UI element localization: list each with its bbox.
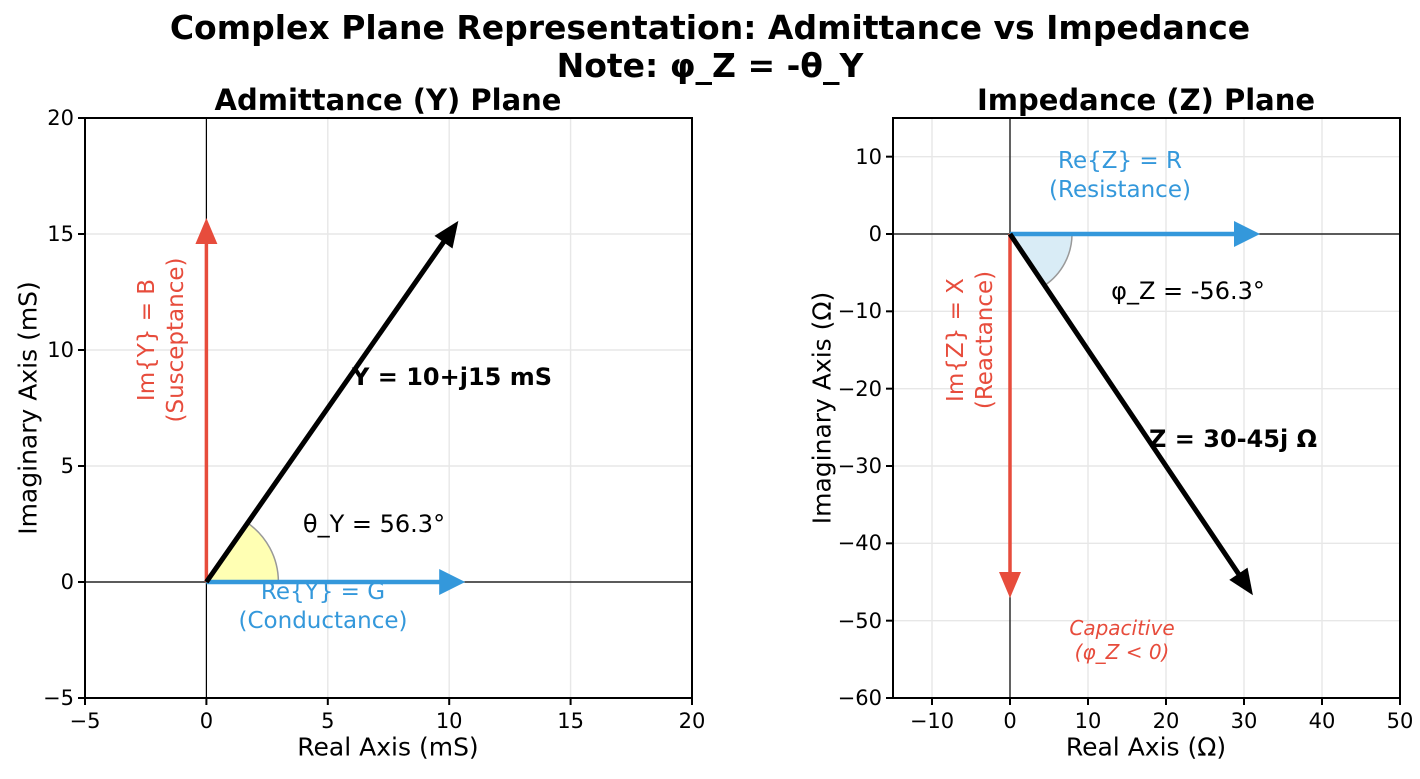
left-y-axis-label: Imaginary Axis (mS): [13, 281, 43, 535]
resistance-label: Re{Z} = R (Resistance): [1049, 147, 1191, 205]
y-tick-label: −50: [837, 608, 882, 633]
conductance-label-line2: (Conductance): [238, 608, 408, 634]
y-tick-label: 20: [47, 106, 74, 130]
x-tick-label: 20: [678, 709, 706, 733]
y-tick-label: −30: [837, 454, 882, 478]
susceptance-label-line1: Im{Y} = B: [134, 278, 160, 402]
resistance-label-line2: (Resistance): [1049, 177, 1191, 203]
y-tick-label: 10: [855, 144, 882, 169]
capacitive-note-line1: Capacitive: [1069, 616, 1175, 640]
reactance-label: Im{Z} = X (Reactance): [942, 271, 1000, 409]
x-tick-label: 10: [1074, 709, 1102, 733]
left-x-axis-label: Real Axis (mS): [297, 732, 479, 762]
y-tick-label: −5: [43, 686, 74, 710]
capacitive-note: Capacitive (φ_Z < 0): [1069, 616, 1174, 664]
theta-angle-label: θ_Y = 56.3°: [302, 510, 446, 538]
figure-title-line1: Complex Plane Representation: Admittance…: [169, 8, 1251, 47]
susceptance-label-line2: (Susceptance): [163, 257, 189, 423]
right-y-axis-label: Imaginary Axis (Ω): [807, 291, 837, 525]
y-tick-label: −20: [837, 376, 882, 401]
left-plot-title: Admittance (Y) Plane: [214, 83, 562, 117]
right-x-axis-label: Real Axis (Ω): [1065, 732, 1227, 762]
vector-G-arrowhead: [439, 569, 466, 595]
phi-angle-label: φ_Z = -56.3°: [1111, 277, 1265, 305]
vector-Y-shaft: [204, 237, 448, 584]
x-tick-label: −5: [69, 709, 101, 733]
reactance-label-line1: Im{Z} = X: [943, 278, 969, 402]
resistance-label-line1: Re{Z} = R: [1057, 148, 1182, 174]
impedance-vector-label: Z = 30-45j Ω: [1149, 425, 1317, 453]
conductance-label-line1: Re{Y} = G: [260, 579, 386, 605]
x-tick-label: 5: [321, 709, 335, 733]
x-tick-label: −10: [909, 709, 955, 733]
right-plot-title: Impedance (Z) Plane: [976, 83, 1316, 117]
plot-border: [892, 117, 1401, 699]
vector-B-arrowhead: [195, 218, 218, 244]
vector-X-arrowhead: [999, 572, 1021, 598]
y-tick-label: −40: [837, 531, 882, 556]
x-tick-label: 0: [199, 709, 214, 733]
y-tick-label: 15: [47, 222, 74, 246]
vector-Z-arrowhead: [1229, 567, 1253, 596]
y-tick-label: 5: [60, 454, 74, 478]
x-tick-label: 30: [1230, 709, 1258, 733]
vector-R-arrowhead: [1234, 221, 1260, 247]
y-tick-label: 10: [47, 338, 74, 362]
conductance-label: Re{Y} = G (Conductance): [239, 578, 408, 636]
y-tick-label: 0: [868, 222, 882, 246]
reactance-label-line2: (Reactance): [972, 270, 998, 410]
x-tick-label: 0: [1003, 709, 1017, 733]
y-tick-label: −60: [837, 686, 882, 710]
x-tick-label: 40: [1308, 709, 1336, 733]
y-tick-label: −10: [837, 299, 882, 324]
capacitive-note-line2: (φ_Z < 0): [1074, 640, 1170, 664]
x-tick-label: 10: [435, 709, 463, 733]
x-tick-label: 20: [1152, 709, 1180, 733]
figure-title-line2: Note: φ_Z = -θ_Y: [556, 46, 864, 85]
x-tick-label: 50: [1386, 709, 1414, 733]
x-tick-label: 15: [557, 709, 584, 733]
vector-Y-arrowhead: [434, 220, 459, 249]
figure-title: Complex Plane Representation: Admittance…: [0, 9, 1420, 85]
susceptance-label: Im{Y} = B (Susceptance): [133, 258, 191, 423]
plot-border: [84, 117, 693, 699]
vector-Z-shaft: [1007, 232, 1243, 579]
admittance-vector-label: Y = 10+j15 mS: [352, 363, 552, 391]
y-tick-label: 0: [60, 570, 74, 594]
